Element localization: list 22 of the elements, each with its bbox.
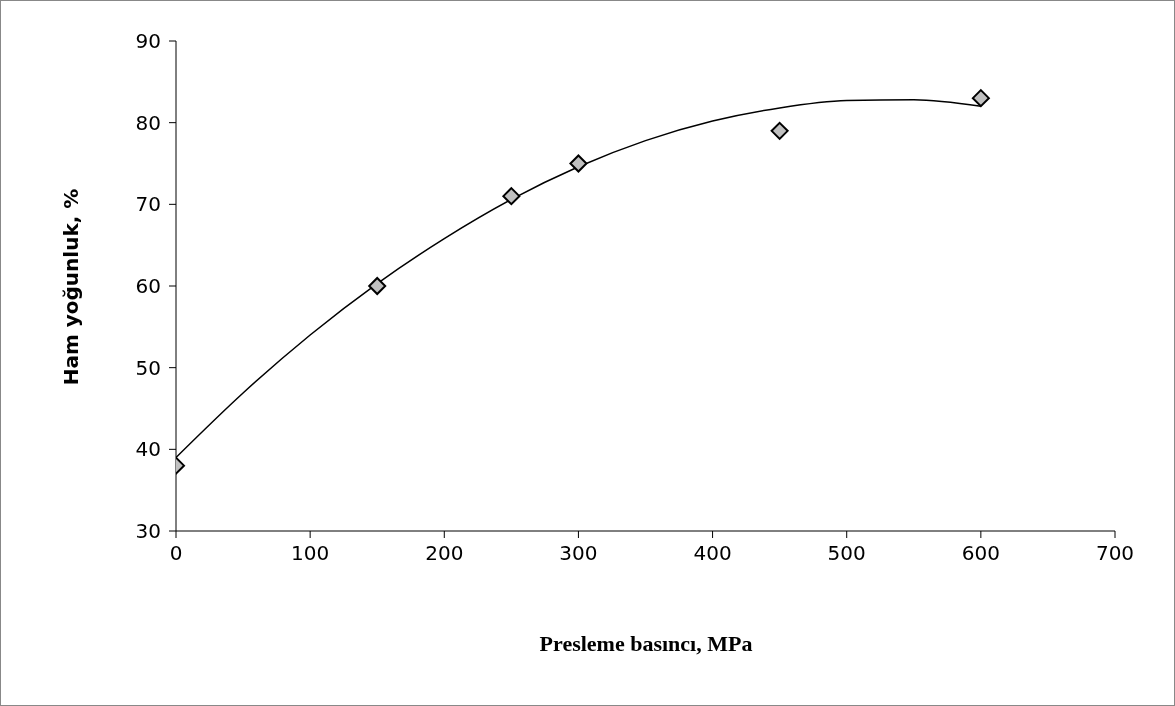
point [770,121,789,140]
x-tick-label: 500 [827,541,866,566]
y-tick-label: 60 [135,274,161,299]
y-axis-title: Ham yoğunluk, % [59,188,83,386]
y-tick-label: 30 [135,519,161,544]
point [368,277,387,295]
y-tick-label: 90 [135,29,161,54]
x-tick-label: 200 [425,541,464,566]
y-tick-label: 70 [135,192,161,217]
point [569,154,588,173]
x-tick-label: 700 [1095,541,1135,566]
y-tick-label: 40 [135,437,161,462]
x-axis-title: Presleme basıncı, MPa [538,631,754,657]
point [502,187,521,206]
x-tick-label: 100 [291,541,330,566]
y-tick-label: 80 [135,110,161,135]
x-tick-label: 300 [559,541,598,566]
x-tick-label: 600 [961,541,1000,566]
y-tick-label: 50 [135,355,161,380]
x-tick-label: 400 [693,541,732,566]
point [971,89,990,108]
x-tick-label: 0 [169,541,183,566]
